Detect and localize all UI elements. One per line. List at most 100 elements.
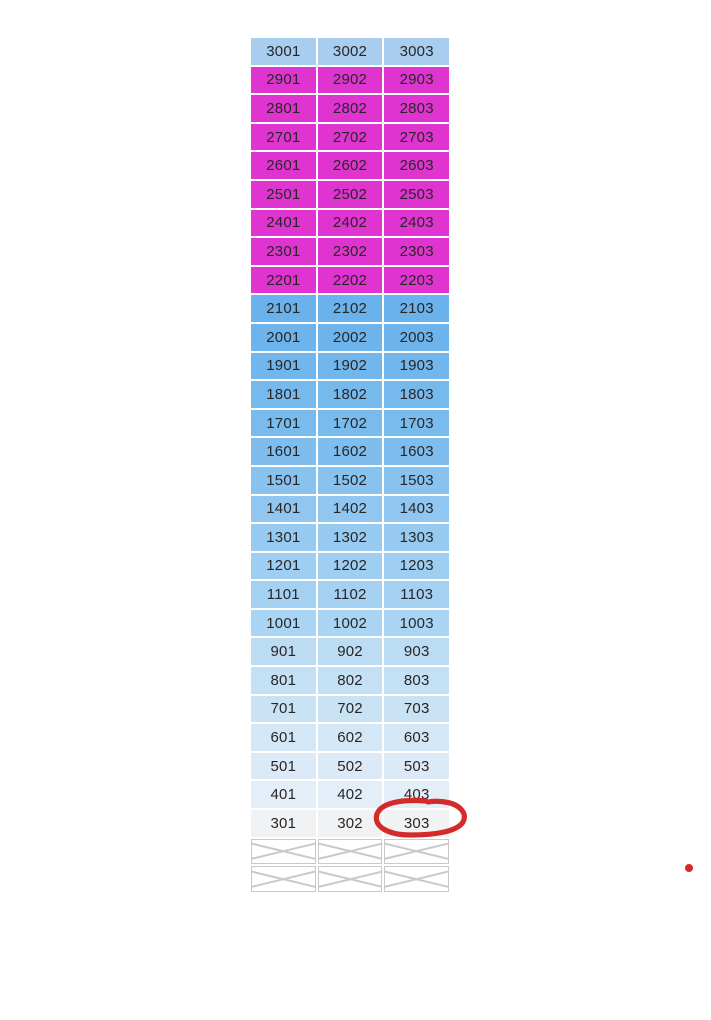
- table-row[interactable]: 2301 2302 2303: [251, 238, 450, 267]
- table-cell[interactable]: 601: [251, 724, 316, 751]
- table-cell[interactable]: 603: [384, 724, 450, 751]
- table-row[interactable]: 301 302 303: [251, 810, 450, 839]
- table-cell[interactable]: 1402: [317, 495, 383, 523]
- table-cell[interactable]: 1403: [384, 495, 450, 523]
- table-cell[interactable]: 1003: [384, 609, 450, 637]
- table-cell[interactable]: 2303: [384, 238, 450, 265]
- table-cell-crossed-out[interactable]: [317, 838, 383, 865]
- table-cell[interactable]: 1703: [384, 409, 450, 437]
- table-cell[interactable]: 2703: [384, 123, 450, 151]
- table-cell[interactable]: 802: [317, 667, 383, 694]
- table-cell[interactable]: 2802: [317, 95, 383, 122]
- table-row-empty[interactable]: [251, 866, 450, 894]
- table-cell[interactable]: 2003: [384, 323, 450, 351]
- table-cell-crossed-out[interactable]: [384, 838, 450, 865]
- table-row[interactable]: 2201 2202 2203: [251, 266, 450, 296]
- number-grid-table[interactable]: 3001 3002 3003 2901 2902 2903 2801 2802 2803 2701…: [251, 38, 450, 894]
- table-row[interactable]: 3001 3002 3003: [251, 38, 450, 67]
- table-row[interactable]: 1301 1302 1303: [251, 524, 450, 553]
- table-cell[interactable]: 801: [251, 667, 316, 694]
- table-cell[interactable]: 2103: [384, 295, 450, 322]
- table-cell-crossed-out[interactable]: [251, 838, 316, 865]
- table-cell[interactable]: 2001: [251, 323, 316, 351]
- table-cell[interactable]: 1903: [384, 352, 450, 380]
- table-cell[interactable]: 701: [251, 695, 316, 723]
- table-row[interactable]: 2801 2802 2803: [251, 95, 450, 124]
- table-cell[interactable]: 2903: [384, 66, 450, 94]
- table-cell[interactable]: 1101: [251, 581, 316, 608]
- table-row[interactable]: 701 702 703: [251, 695, 450, 725]
- table-cell[interactable]: 2502: [317, 180, 383, 208]
- table-cell[interactable]: 1502: [317, 466, 383, 494]
- table-cell[interactable]: 1401: [251, 495, 316, 523]
- table-row[interactable]: 2001 2002 2003: [251, 323, 450, 353]
- table-cell[interactable]: 2301: [251, 238, 316, 265]
- table-cell[interactable]: 702: [317, 695, 383, 723]
- table-cell[interactable]: 1801: [251, 381, 316, 408]
- table-row[interactable]: 1601 1602 1603: [251, 438, 450, 467]
- table-cell[interactable]: 2402: [317, 209, 383, 237]
- table-row[interactable]: 1501 1502 1503: [251, 466, 450, 496]
- table-cell[interactable]: 502: [317, 752, 383, 780]
- table-cell[interactable]: 3001: [251, 38, 316, 65]
- table-cell[interactable]: 503: [384, 752, 450, 780]
- table-cell[interactable]: 2603: [384, 152, 450, 179]
- table-row[interactable]: 2101 2102 2103: [251, 295, 450, 324]
- table-cell[interactable]: 1901: [251, 352, 316, 380]
- table-cell[interactable]: 2002: [317, 323, 383, 351]
- table-cell[interactable]: 903: [384, 638, 450, 666]
- table-cell[interactable]: 2503: [384, 180, 450, 208]
- table-cell[interactable]: 1302: [317, 524, 383, 551]
- table-row[interactable]: 1701 1702 1703: [251, 409, 450, 439]
- table-cell[interactable]: 1802: [317, 381, 383, 408]
- table-row[interactable]: 1401 1402 1403: [251, 495, 450, 525]
- table-row[interactable]: 401 402 403: [251, 781, 450, 810]
- table-cell[interactable]: 1602: [317, 438, 383, 465]
- table-cell[interactable]: 1201: [251, 552, 316, 580]
- table-cell[interactable]: 1503: [384, 466, 450, 494]
- table-cell[interactable]: 1702: [317, 409, 383, 437]
- table-cell[interactable]: 2403: [384, 209, 450, 237]
- table-row[interactable]: 2901 2902 2903: [251, 66, 450, 96]
- table-row[interactable]: 501 502 503: [251, 752, 450, 782]
- table-cell[interactable]: 2202: [317, 266, 383, 294]
- table-cell[interactable]: 803: [384, 667, 450, 694]
- table-cell[interactable]: 401: [251, 781, 316, 809]
- table-cell-crossed-out[interactable]: [251, 866, 316, 892]
- table-row[interactable]: 2401 2402 2403: [251, 209, 450, 239]
- table-cell[interactable]: 602: [317, 724, 383, 751]
- table-row[interactable]: 2501 2502 2503: [251, 180, 450, 210]
- table-cell[interactable]: 1601: [251, 438, 316, 465]
- table-cell-crossed-out[interactable]: [317, 866, 383, 892]
- table-cell[interactable]: 2602: [317, 152, 383, 179]
- table-row[interactable]: 801 802 803: [251, 667, 450, 696]
- table-cell[interactable]: 1002: [317, 609, 383, 637]
- table-row-empty[interactable]: [251, 838, 450, 867]
- table-row[interactable]: 1001 1002 1003: [251, 609, 450, 639]
- table-cell[interactable]: 1301: [251, 524, 316, 551]
- table-cell[interactable]: 901: [251, 638, 316, 666]
- table-cell[interactable]: 1303: [384, 524, 450, 551]
- table-cell[interactable]: 1701: [251, 409, 316, 437]
- table-row[interactable]: 1901 1902 1903: [251, 352, 450, 382]
- table-cell[interactable]: 403: [384, 781, 450, 809]
- table-cell[interactable]: 2203: [384, 266, 450, 294]
- table-cell[interactable]: 2302: [317, 238, 383, 265]
- table-cell[interactable]: 2201: [251, 266, 316, 294]
- table-cell[interactable]: 2501: [251, 180, 316, 208]
- table-cell[interactable]: 1501: [251, 466, 316, 494]
- table-cell[interactable]: 301: [251, 810, 316, 837]
- table-cell[interactable]: 2701: [251, 123, 316, 151]
- table-cell[interactable]: 1902: [317, 352, 383, 380]
- table-cell[interactable]: 2902: [317, 66, 383, 94]
- table-row[interactable]: 1201 1202 1203: [251, 552, 450, 582]
- table-cell[interactable]: 1103: [384, 581, 450, 608]
- table-cell[interactable]: 1803: [384, 381, 450, 408]
- table-cell[interactable]: 2601: [251, 152, 316, 179]
- table-row[interactable]: 901 902 903: [251, 638, 450, 667]
- table-cell[interactable]: 402: [317, 781, 383, 809]
- table-cell[interactable]: 2803: [384, 95, 450, 122]
- table-cell[interactable]: 302: [317, 810, 383, 837]
- table-cell[interactable]: 1102: [317, 581, 383, 608]
- table-row[interactable]: 2701 2702 2703: [251, 123, 450, 153]
